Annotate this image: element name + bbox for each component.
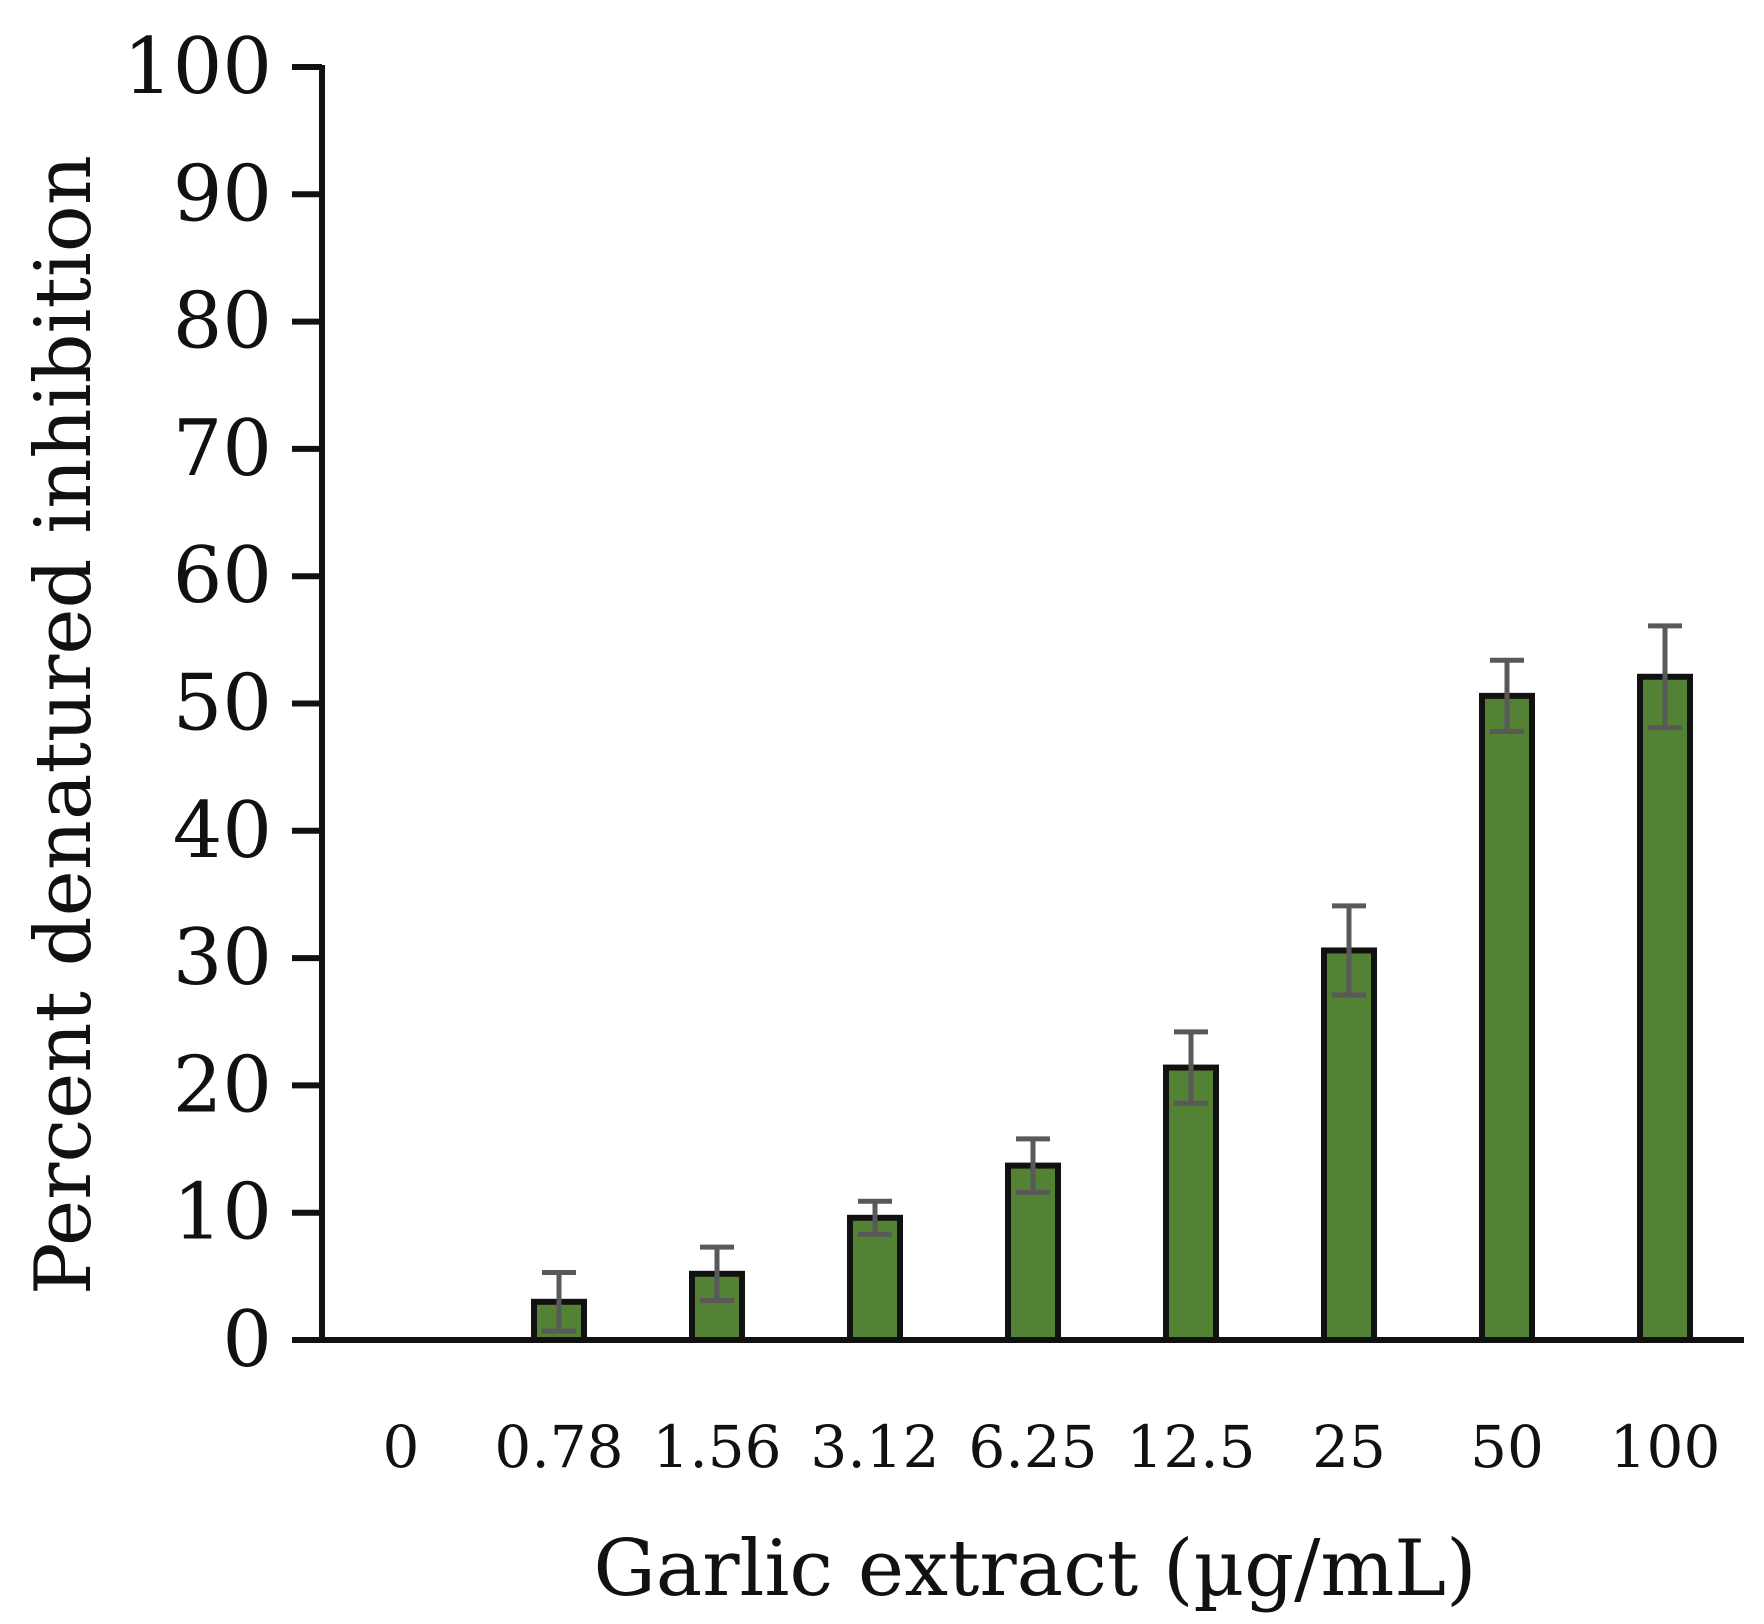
y-axis-ticks: 0 10 20 30 40 50 60 70 80 90 100: [123, 22, 322, 1385]
error-bars: [542, 623, 1682, 1334]
bar: [1321, 947, 1377, 1343]
bar: [1637, 673, 1693, 1343]
y-tick-label: 40: [173, 786, 272, 876]
y-axis-title: Percent denatured inhibition: [19, 155, 109, 1295]
x-tick-label: 6.25: [968, 1413, 1097, 1481]
error-bar: [1648, 623, 1682, 731]
x-tick-label: 0: [383, 1413, 420, 1481]
y-tick-label: 100: [123, 22, 272, 112]
bar: [1163, 1064, 1219, 1343]
y-tick-label: 70: [173, 404, 272, 494]
error-bar: [700, 1244, 734, 1304]
x-tick-label: 1.56: [652, 1413, 781, 1481]
error-bar: [858, 1198, 892, 1237]
x-tick-label: 3.12: [810, 1413, 939, 1481]
error-bar: [1016, 1136, 1050, 1195]
x-tick-label: 0.78: [494, 1413, 623, 1481]
y-tick-label: 30: [173, 913, 272, 1003]
x-axis-tick-labels: 0 0.78 1.56 3.12 6.25 12.5 25 50 100: [383, 1413, 1721, 1481]
y-tick-label: 90: [173, 149, 272, 239]
bars: [531, 673, 1693, 1344]
error-bar: [542, 1270, 576, 1334]
x-tick-label: 100: [1610, 1413, 1721, 1481]
error-bar: [1332, 903, 1366, 998]
y-tick-label: 60: [173, 531, 272, 621]
y-tick-label: 20: [173, 1040, 272, 1130]
x-tick-label: 50: [1470, 1413, 1544, 1481]
y-tick-label: 10: [173, 1168, 272, 1258]
x-axis-title: Garlic extract (µg/mL): [593, 1524, 1476, 1614]
error-bar: [1490, 657, 1524, 735]
y-tick-label: 0: [222, 1295, 272, 1385]
y-tick-label: 50: [173, 659, 272, 749]
error-bar: [1174, 1029, 1208, 1106]
bar: [1479, 692, 1535, 1343]
x-tick-label: 25: [1312, 1413, 1386, 1481]
x-tick-label: 12.5: [1126, 1413, 1255, 1481]
y-tick-label: 80: [173, 277, 272, 367]
